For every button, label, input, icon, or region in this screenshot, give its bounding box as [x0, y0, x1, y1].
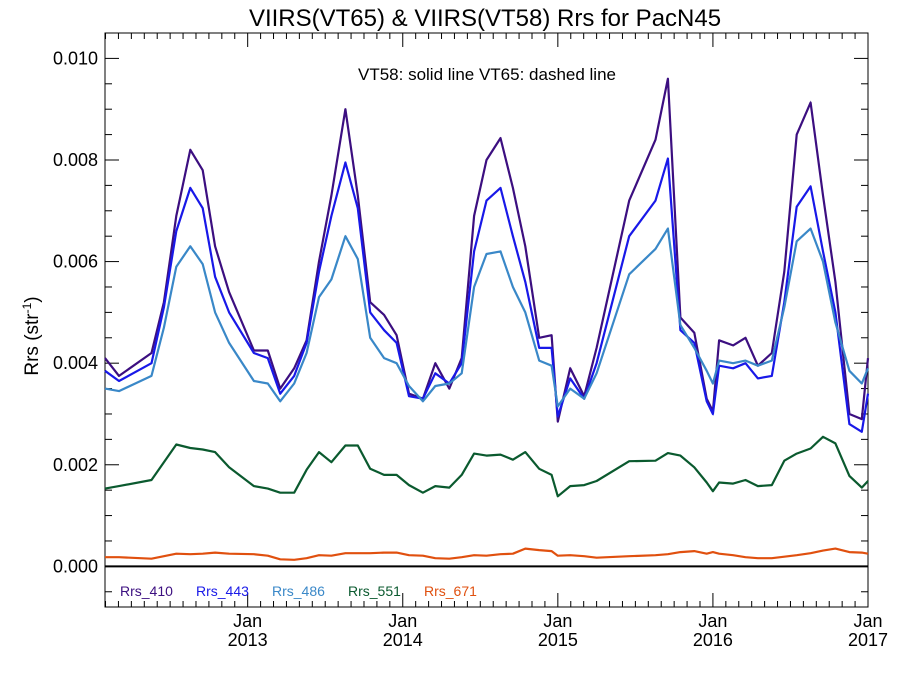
plot-frame	[104, 32, 869, 608]
y-tick-label: 0.002	[53, 455, 98, 475]
x-tick-label-year: 2016	[693, 630, 733, 650]
legend-entry-rrs-410: Rrs_410	[120, 583, 173, 599]
series-line-rrs-551	[104, 435, 869, 498]
series-dashed-rrs-486	[104, 226, 869, 408]
x-tick-label-year: 2015	[538, 630, 578, 650]
x-tick-label-month: Jan	[698, 611, 727, 631]
x-tick-label-year: 2014	[383, 630, 423, 650]
chart-title: VIIRS(VT65) & VIIRS(VT58) Rrs for PacN45	[249, 5, 721, 32]
legend-entry-rrs-443: Rrs_443	[196, 583, 249, 599]
x-tick-label-year: 2017	[848, 630, 888, 650]
x-tick-label-month: Jan	[853, 611, 882, 631]
legend-entry-rrs-551: Rrs_551	[348, 583, 401, 599]
legend-entry-rrs-671: Rrs_671	[424, 583, 477, 599]
y-tick-label: 0.006	[53, 252, 98, 272]
x-tick-label-month: Jan	[543, 611, 572, 631]
series-dashed-rrs-671	[105, 547, 869, 561]
y-tick-label: 0.010	[53, 48, 98, 68]
legend-entry-rrs-486: Rrs_486	[272, 583, 325, 599]
series-dashed-rrs-551	[104, 436, 869, 498]
series-line-rrs-443	[104, 157, 870, 433]
series-line-rrs-486	[104, 227, 870, 408]
series-line-rrs-671	[105, 547, 869, 561]
y-tick-label: 0.008	[53, 150, 98, 170]
x-tick-label-month: Jan	[233, 611, 262, 631]
series-line-rrs-410	[104, 77, 870, 423]
x-tick-label-month: Jan	[388, 611, 417, 631]
y-tick-label: 0.000	[53, 556, 98, 576]
y-tick-label: 0.004	[53, 353, 98, 373]
series-dashed-rrs-410	[104, 78, 869, 422]
series-dashed-rrs-443	[104, 158, 869, 433]
line-style-annotation: VT58: solid line VT65: dashed line	[358, 65, 616, 84]
x-tick-label-year: 2013	[228, 630, 268, 650]
y-axis-label: Rrs (str-1)	[20, 296, 43, 375]
